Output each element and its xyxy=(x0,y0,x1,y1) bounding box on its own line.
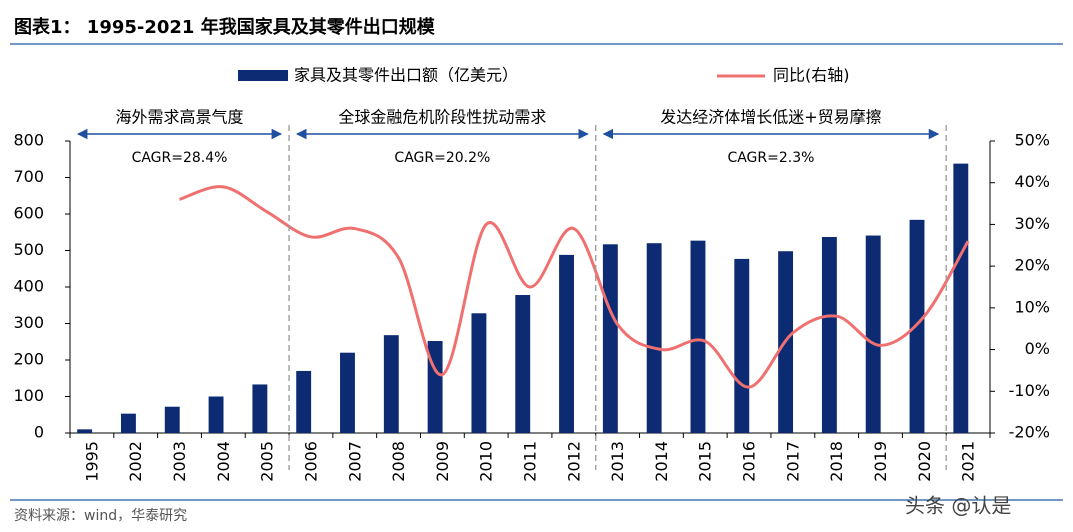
watermark: 头条 @认是 xyxy=(905,494,1011,518)
x-tick-label: 2005 xyxy=(258,441,277,482)
y2-tick-label: 10% xyxy=(1014,297,1050,316)
y2-tick-label: 30% xyxy=(1014,214,1050,233)
bar xyxy=(690,240,706,433)
legend-label: 同比(右轴) xyxy=(773,66,850,85)
x-tick-label: 2019 xyxy=(871,441,890,482)
y-tick-label: 700 xyxy=(13,167,44,186)
bar xyxy=(821,236,837,433)
x-tick-label: 2010 xyxy=(477,441,496,482)
bar xyxy=(383,335,399,433)
period-cagr: CAGR=2.3% xyxy=(727,150,814,166)
y2-tick-label: -10% xyxy=(1009,381,1050,400)
x-tick-label: 2002 xyxy=(126,441,145,482)
period-cagr: CAGR=20.2% xyxy=(394,150,490,166)
x-tick-label: 1995 xyxy=(82,441,101,482)
y2-tick-label: -20% xyxy=(1009,423,1050,442)
bar xyxy=(646,243,662,433)
x-tick-label: 2011 xyxy=(521,441,540,482)
period-label: 全球金融危机阶段性扰动需求 xyxy=(338,108,546,127)
bar xyxy=(734,258,750,433)
x-tick-label: 2003 xyxy=(170,441,189,482)
period-label: 发达经济体增长低迷+贸易摩擦 xyxy=(660,108,881,127)
bar xyxy=(865,235,881,433)
y-tick-label: 100 xyxy=(13,386,44,405)
legend-label: 家具及其零件出口额（亿美元） xyxy=(294,66,518,85)
y2-tick-label: 50% xyxy=(1014,131,1050,150)
bar xyxy=(340,352,355,433)
x-tick-label: 2016 xyxy=(740,441,759,482)
y-tick-label: 600 xyxy=(13,204,44,223)
bar xyxy=(252,384,268,433)
bar xyxy=(120,413,136,433)
x-tick-label: 2009 xyxy=(433,441,452,482)
x-tick-label: 2021 xyxy=(959,441,978,482)
bar xyxy=(208,396,224,433)
y-tick-label: 500 xyxy=(13,240,44,259)
x-tick-label: 2017 xyxy=(783,441,802,482)
y2-tick-label: 0% xyxy=(1025,339,1050,358)
y-tick-label: 300 xyxy=(13,313,44,332)
bar xyxy=(77,429,93,433)
x-tick-label: 2014 xyxy=(652,441,671,482)
x-tick-label: 2004 xyxy=(214,441,233,482)
bar xyxy=(471,313,487,433)
x-tick-label: 2020 xyxy=(915,441,934,482)
y-tick-label: 200 xyxy=(13,350,44,369)
y2-tick-label: 40% xyxy=(1014,172,1050,191)
bar xyxy=(953,163,969,433)
y2-tick-label: 20% xyxy=(1014,256,1050,275)
x-tick-label: 2008 xyxy=(389,441,408,482)
x-tick-label: 2006 xyxy=(301,441,320,482)
legend-swatch xyxy=(238,70,288,81)
chart-title: 图表1： 1995-2021 年我国家具及其零件出口规模 xyxy=(14,16,436,38)
period-label: 海外需求高景气度 xyxy=(116,108,244,127)
line xyxy=(179,185,970,389)
x-tick-label: 2013 xyxy=(608,441,627,482)
x-tick-label: 2015 xyxy=(696,441,715,482)
y-tick-label: 400 xyxy=(13,277,44,296)
y-tick-label: 0 xyxy=(34,423,44,442)
bar xyxy=(515,295,531,433)
source: 资料来源：wind，华泰研究 xyxy=(14,508,187,524)
bar xyxy=(559,254,574,433)
x-tick-label: 2012 xyxy=(564,441,583,482)
bar xyxy=(602,244,618,433)
bar xyxy=(164,406,180,433)
x-tick-label: 2007 xyxy=(345,441,364,482)
x-tick-label: 2018 xyxy=(827,441,846,482)
period-cagr: CAGR=28.4% xyxy=(132,150,228,166)
y-tick-label: 800 xyxy=(13,131,44,150)
bar xyxy=(296,370,312,433)
